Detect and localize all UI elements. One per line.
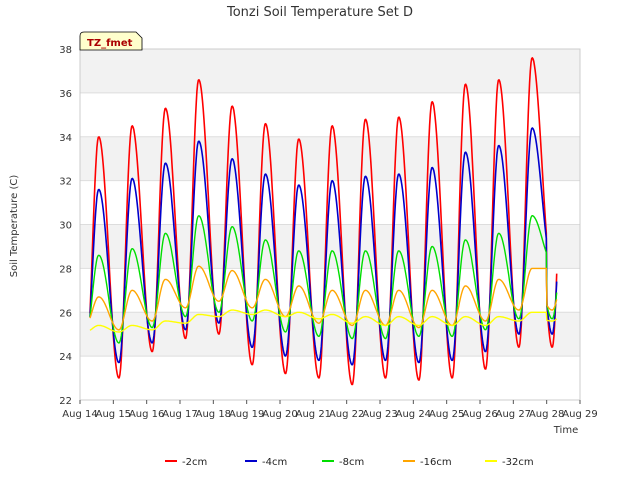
x-axis-label: Time — [553, 425, 578, 436]
x-tick-label: Aug 25 — [429, 409, 464, 420]
series-lines — [89, 57, 558, 386]
y-tick-labels: 22 24 26 28 30 32 34 36 38 — [59, 45, 72, 407]
y-tick-label: 38 — [59, 45, 72, 56]
legend-label: -4cm — [262, 457, 287, 468]
y-tick-label: 36 — [59, 89, 72, 100]
y-tick-label: 28 — [59, 264, 72, 275]
background-band — [80, 224, 580, 269]
x-tick-label: Aug 21 — [296, 409, 331, 420]
x-tick-label: Aug 18 — [196, 409, 231, 420]
chart-title: Tonzi Soil Temperature Set D — [226, 5, 413, 20]
x-tick-label: Aug 27 — [496, 409, 531, 420]
site-badge: TZ_fmet — [79, 31, 143, 51]
x-tick-label: Aug 19 — [229, 409, 264, 420]
site-badge-label: TZ_fmet — [87, 38, 133, 49]
x-tick-label: Aug 22 — [329, 409, 364, 420]
x-tick-label: Aug 20 — [262, 409, 297, 420]
legend-label: -8cm — [339, 457, 364, 468]
y-axis-label: Soil Temperature (C) — [9, 175, 20, 278]
background-band — [80, 49, 580, 93]
plot-frame — [79, 48, 581, 401]
series-line-minus-32cm — [89, 309, 558, 333]
series-line-minus-16cm — [89, 265, 558, 331]
y-tick-label: 22 — [59, 396, 72, 407]
x-tick-label: Aug 28 — [529, 409, 564, 420]
y-tick-label: 32 — [59, 177, 72, 188]
y-tick-label: 26 — [59, 308, 72, 319]
legend-label: -2cm — [182, 457, 207, 468]
y-tick-label: 30 — [59, 221, 72, 232]
legend: -2cm -4cm -8cm -16cm -32cm — [165, 457, 534, 468]
y-tick-label: 24 — [59, 352, 72, 363]
x-tick-label: Aug 14 — [62, 409, 97, 420]
legend-label: -16cm — [420, 457, 452, 468]
x-tick-label: Aug 23 — [362, 409, 397, 420]
site-badge-box — [79, 31, 143, 51]
x-tick-label: Aug 17 — [162, 409, 197, 420]
background-bands — [80, 49, 580, 357]
background-band — [80, 312, 580, 357]
legend-label: -32cm — [502, 457, 534, 468]
x-tick-label: Aug 15 — [96, 409, 131, 420]
x-tick-label: Aug 29 — [562, 409, 597, 420]
x-tick-label: Aug 16 — [129, 409, 164, 420]
y-tick-label: 34 — [59, 133, 72, 144]
x-tick-label: Aug 26 — [462, 409, 497, 420]
x-tick-label: Aug 24 — [396, 409, 431, 420]
